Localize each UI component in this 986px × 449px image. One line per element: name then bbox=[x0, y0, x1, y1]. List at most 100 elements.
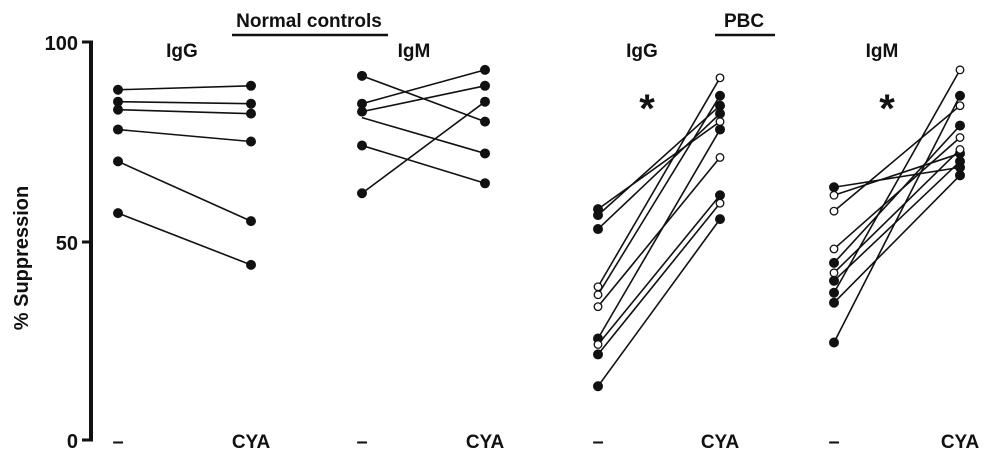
data-point-pbc-igg-1-after bbox=[715, 117, 725, 127]
data-point-normal-controls-igg-4-after bbox=[245, 136, 256, 147]
data-point-normal-controls-igm-5-after bbox=[479, 178, 490, 189]
series-line-pbc-igg-6 bbox=[597, 156, 721, 308]
series-line-pbc-igg-4 bbox=[597, 77, 721, 288]
x-tick-label-normal-controls-igg-baseline: – bbox=[112, 431, 123, 449]
data-point-pbc-igg-2-before bbox=[593, 210, 604, 221]
data-point-normal-controls-igg-1-after bbox=[245, 80, 256, 91]
data-point-pbc-igg-3-before bbox=[593, 224, 604, 235]
data-point-pbc-igg-5-before bbox=[593, 290, 603, 300]
data-point-pbc-igg-10-after bbox=[715, 214, 726, 225]
series-line-pbc-igg-5 bbox=[597, 95, 721, 296]
data-point-pbc-igg-4-after bbox=[715, 73, 725, 83]
data-point-pbc-igm-4-before bbox=[829, 244, 839, 254]
data-point-normal-controls-igm-1-before bbox=[356, 70, 367, 81]
data-point-normal-controls-igg-5-after bbox=[245, 216, 256, 227]
data-point-pbc-igm-7-before bbox=[829, 275, 840, 286]
data-point-pbc-igm-5-before bbox=[829, 257, 840, 268]
series-line-normal-controls-igg-1 bbox=[117, 84, 252, 91]
data-point-normal-controls-igm-5-before bbox=[356, 140, 367, 151]
series-line-normal-controls-igg-6 bbox=[117, 212, 252, 266]
data-point-normal-controls-igm-4-after bbox=[479, 148, 490, 159]
series-line-normal-controls-igm-3 bbox=[361, 84, 486, 113]
series-line-pbc-igg-1 bbox=[597, 120, 721, 210]
x-tick-label-normal-controls-igg-cya: CYA bbox=[232, 432, 271, 449]
series-line-pbc-igm-7 bbox=[833, 160, 961, 282]
series-line-pbc-igg-9 bbox=[597, 202, 721, 355]
panel-label-pbc-igg: IgG bbox=[626, 41, 658, 62]
series-line-normal-controls-igg-2 bbox=[117, 100, 252, 105]
series-line-pbc-igg-7 bbox=[597, 129, 721, 339]
x-tick-label-pbc-igm-cya: CYA bbox=[941, 432, 980, 449]
data-point-pbc-igm-7-after bbox=[955, 156, 966, 167]
data-point-pbc-igg-6-after bbox=[715, 152, 725, 162]
data-point-pbc-igm-8-after bbox=[955, 65, 965, 75]
x-tick-label-normal-controls-igm-cya: CYA bbox=[466, 432, 505, 449]
data-point-pbc-igm-10-after bbox=[955, 90, 966, 101]
data-point-pbc-igm-3-after bbox=[955, 101, 965, 111]
data-point-normal-controls-igg-2-after bbox=[245, 98, 256, 109]
series-line-pbc-igm-1 bbox=[833, 166, 961, 189]
data-point-pbc-igm-10-before bbox=[829, 337, 840, 348]
data-point-pbc-igg-7-after bbox=[715, 124, 726, 135]
data-point-normal-controls-igm-1-after bbox=[479, 116, 490, 127]
data-point-pbc-igg-6-before bbox=[593, 302, 603, 312]
x-tick-label-pbc-igm-baseline: – bbox=[828, 431, 839, 449]
series-line-pbc-igm-10 bbox=[833, 95, 961, 343]
group-title-normal-controls: Normal controls bbox=[236, 11, 382, 32]
series-line-pbc-igg-10 bbox=[597, 218, 721, 387]
data-point-pbc-igm-6-after bbox=[955, 145, 965, 154]
data-point-normal-controls-igm-3-before bbox=[356, 106, 367, 117]
data-point-pbc-igg-5-after bbox=[715, 90, 726, 101]
x-tick-label-pbc-igg-cya: CYA bbox=[701, 432, 740, 449]
data-point-pbc-igg-3-after bbox=[715, 108, 726, 119]
series-line-pbc-igm-2 bbox=[833, 152, 961, 196]
group-title-pbc: PBC bbox=[724, 11, 764, 32]
data-point-normal-controls-igm-6-after bbox=[479, 96, 490, 107]
series-line-pbc-igm-3 bbox=[833, 105, 961, 212]
data-point-normal-controls-igg-6-before bbox=[113, 208, 124, 219]
data-point-pbc-igm-5-after bbox=[955, 120, 966, 131]
series-line-normal-controls-igm-5 bbox=[361, 144, 486, 185]
series-line-pbc-igm-8 bbox=[833, 69, 961, 294]
data-point-pbc-igm-6-before bbox=[829, 268, 839, 278]
data-point-normal-controls-igg-3-after bbox=[245, 108, 256, 119]
significance-star-pbc-igm: * bbox=[879, 87, 895, 131]
data-point-pbc-igm-1-before bbox=[829, 182, 840, 193]
series-line-normal-controls-igg-3 bbox=[117, 108, 252, 115]
significance-star-pbc-igg: * bbox=[639, 87, 655, 131]
series-line-pbc-igm-6 bbox=[833, 148, 961, 274]
data-point-normal-controls-igg-1-before bbox=[113, 84, 124, 95]
panel-label-normal-controls-igm: IgM bbox=[398, 41, 431, 62]
data-point-pbc-igm-9-before bbox=[829, 297, 840, 308]
y-tick-label-50: 50 bbox=[56, 233, 78, 255]
series-line-pbc-igm-5 bbox=[833, 125, 961, 264]
panel-label-normal-controls-igg: IgG bbox=[166, 41, 198, 62]
data-point-pbc-igg-9-after bbox=[715, 198, 725, 208]
y-tick-label-100: 100 bbox=[45, 33, 78, 55]
data-point-pbc-igm-3-before bbox=[829, 206, 839, 216]
x-tick-label-normal-controls-igm-baseline: – bbox=[356, 431, 367, 449]
data-point-normal-controls-igm-6-before bbox=[356, 188, 367, 199]
y-tick-label-0: 0 bbox=[67, 431, 78, 449]
data-point-normal-controls-igg-4-before bbox=[113, 124, 124, 135]
x-tick-label-pbc-igg-baseline: – bbox=[592, 431, 603, 449]
series-line-pbc-igg-2 bbox=[597, 105, 721, 216]
data-point-pbc-igg-10-before bbox=[593, 381, 604, 392]
series-line-normal-controls-igm-4 bbox=[361, 116, 486, 155]
series-line-pbc-igm-9 bbox=[833, 174, 961, 304]
series-line-normal-controls-igg-5 bbox=[117, 160, 252, 222]
data-point-normal-controls-igg-6-after bbox=[245, 259, 256, 270]
series-line-normal-controls-igm-2 bbox=[361, 69, 486, 105]
series-line-normal-controls-igm-6 bbox=[361, 101, 486, 194]
data-point-normal-controls-igm-3-after bbox=[479, 80, 490, 91]
data-point-normal-controls-igg-3-before bbox=[113, 104, 124, 115]
series-line-pbc-igg-3 bbox=[597, 113, 721, 230]
series-line-pbc-igg-8 bbox=[597, 194, 721, 345]
data-point-pbc-igg-8-before bbox=[593, 340, 603, 349]
data-point-pbc-igm-8-before bbox=[829, 287, 840, 298]
plot-area: IgG – CYA IgM – CYA IgG * – CYA IgM * – CYA bbox=[112, 41, 979, 449]
series-line-normal-controls-igg-4 bbox=[117, 128, 252, 143]
data-point-normal-controls-igg-5-before bbox=[113, 156, 124, 167]
data-point-normal-controls-igm-2-after bbox=[479, 64, 490, 75]
